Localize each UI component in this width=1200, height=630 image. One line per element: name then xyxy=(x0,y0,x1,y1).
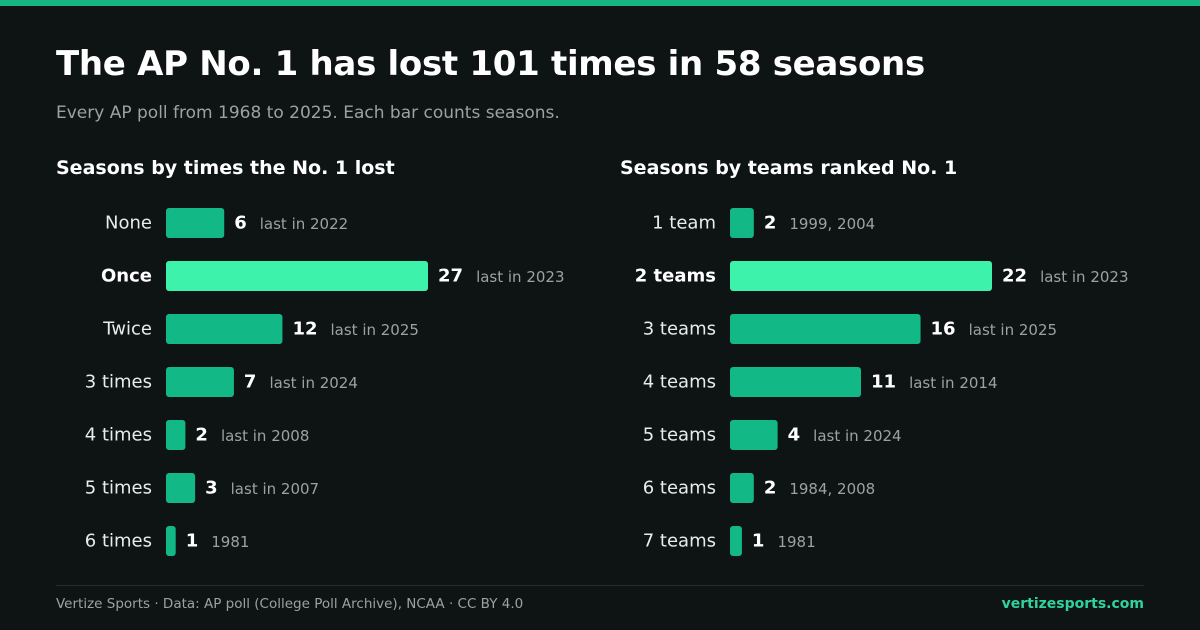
teams-category-label: 4 teams xyxy=(643,372,716,393)
teams-category-label: 1 team xyxy=(652,213,716,234)
losses-bar xyxy=(166,367,234,397)
footer-brand-link[interactable]: vertizesports.com xyxy=(1001,596,1144,612)
chart-title-losses: Seasons by times the No. 1 lost xyxy=(56,157,395,179)
losses-category-label: 3 times xyxy=(85,372,152,393)
losses-note-label: last in 2007 xyxy=(231,480,319,498)
teams-note-label: last in 2024 xyxy=(813,427,901,445)
footer-divider xyxy=(56,585,1144,586)
losses-bar xyxy=(166,314,283,344)
losses-note-label: last in 2022 xyxy=(260,215,348,233)
teams-note-label: last in 2025 xyxy=(969,321,1057,339)
teams-value-label: 16 xyxy=(931,319,956,340)
losses-bar xyxy=(166,526,176,556)
teams-note-label: 1984, 2008 xyxy=(789,480,875,498)
teams-note-label: 1981 xyxy=(777,533,815,551)
losses-note-label: last in 2025 xyxy=(331,321,419,339)
teams-note-label: last in 2023 xyxy=(1040,268,1128,286)
losses-note-label: last in 2008 xyxy=(221,427,309,445)
losses-value-label: 1 xyxy=(186,531,199,552)
teams-note-label: last in 2014 xyxy=(909,374,997,392)
losses-bar xyxy=(166,261,428,291)
losses-bar xyxy=(166,420,186,450)
teams-chart: 1 team 2 1999, 2004 2 teams 22 last in 2023 3 … xyxy=(620,190,1180,570)
teams-value-label: 1 xyxy=(752,531,765,552)
chart-title-teams: Seasons by teams ranked No. 1 xyxy=(620,157,958,179)
losses-note-label: last in 2024 xyxy=(269,374,357,392)
losses-category-label: 6 times xyxy=(85,531,152,552)
losses-category-label: Once xyxy=(101,266,152,287)
teams-value-label: 11 xyxy=(871,372,896,393)
losses-value-label: 2 xyxy=(195,425,208,446)
losses-value-label: 7 xyxy=(244,372,257,393)
teams-chart-svg: 1 team 2 1999, 2004 2 teams 22 last in 2023 3 … xyxy=(635,208,1129,556)
teams-value-label: 22 xyxy=(1002,266,1027,287)
teams-bar xyxy=(730,208,754,238)
losses-note-label: last in 2023 xyxy=(476,268,564,286)
teams-bar xyxy=(730,473,754,503)
footer-source: Vertize Sports · Data: AP poll (College … xyxy=(56,596,524,612)
teams-value-label: 4 xyxy=(788,425,801,446)
top-accent-bar xyxy=(0,0,1200,6)
teams-category-label: 3 teams xyxy=(643,319,716,340)
teams-bar xyxy=(730,367,861,397)
teams-bar xyxy=(730,526,742,556)
teams-category-label: 5 teams xyxy=(643,425,716,446)
losses-value-label: 12 xyxy=(292,319,317,340)
losses-category-label: 4 times xyxy=(85,425,152,446)
losses-value-label: 3 xyxy=(205,478,218,499)
losses-value-label: 6 xyxy=(234,213,247,234)
losses-chart: None 6 last in 2022 Once 27 last in 2023 Twice… xyxy=(56,190,616,570)
page-subtitle: Every AP poll from 1968 to 2025. Each ba… xyxy=(56,103,560,123)
losses-value-label: 27 xyxy=(438,266,463,287)
teams-bar xyxy=(730,420,778,450)
teams-category-label: 7 teams xyxy=(643,531,716,552)
losses-bar xyxy=(166,473,196,503)
teams-note-label: 1999, 2004 xyxy=(789,215,875,233)
losses-bar xyxy=(166,208,225,238)
losses-category-label: None xyxy=(105,213,152,234)
losses-category-label: 5 times xyxy=(85,478,152,499)
losses-note-label: 1981 xyxy=(211,533,249,551)
teams-value-label: 2 xyxy=(764,213,777,234)
teams-bar xyxy=(730,314,921,344)
page-title: The AP No. 1 has lost 101 times in 58 se… xyxy=(56,44,925,84)
teams-value-label: 2 xyxy=(764,478,777,499)
teams-category-label: 6 teams xyxy=(643,478,716,499)
teams-category-label: 2 teams xyxy=(635,266,716,287)
teams-bar xyxy=(730,261,992,291)
losses-category-label: Twice xyxy=(102,319,152,340)
